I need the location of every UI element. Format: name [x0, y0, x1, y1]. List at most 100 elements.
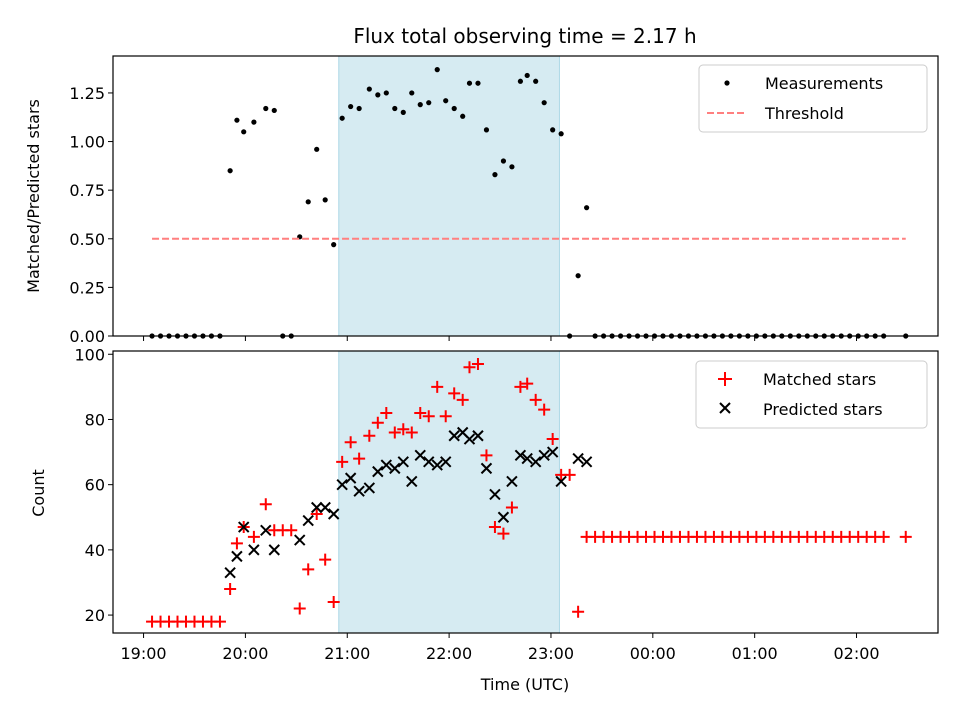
x-tick-label: 22:00	[426, 644, 472, 663]
predicted-point	[238, 521, 250, 533]
matched-point	[319, 553, 332, 566]
predicted-point	[224, 566, 236, 579]
y-tick-label: 60	[85, 476, 105, 495]
measurement-point	[443, 98, 449, 104]
y-tick-label: 1.25	[69, 84, 105, 103]
y-tick-label: 1.00	[69, 133, 105, 152]
y-tick-label: 0.50	[69, 230, 105, 249]
measurement-point	[466, 80, 473, 86]
measurement-point	[227, 168, 233, 174]
predicted-point	[538, 449, 550, 462]
bottom-panel-ylabel: Count	[29, 469, 48, 517]
predicted-point	[363, 482, 376, 494]
measurement-point	[409, 90, 415, 96]
matched-point	[497, 527, 510, 540]
measurement-point	[483, 127, 490, 133]
bottom-panel-legend: Matched stars Predicted stars	[695, 360, 928, 429]
measurement-point	[331, 242, 337, 248]
predicted-point	[514, 449, 527, 462]
matched-point	[310, 508, 323, 521]
predicted-point	[572, 452, 584, 465]
predicted-point	[319, 501, 331, 514]
matched-point	[521, 377, 534, 390]
predicted-point	[294, 534, 306, 546]
predicted-point	[480, 462, 493, 475]
measurement-point	[322, 197, 328, 203]
predicted-point	[344, 472, 357, 484]
matched-point	[247, 530, 260, 543]
x-tick-label: 02:00	[833, 644, 879, 663]
legend-threshold-label: Threshold	[764, 104, 844, 123]
matched-point	[285, 524, 298, 537]
matched-point	[529, 393, 542, 406]
measurement-point	[558, 131, 564, 137]
predicted-point	[580, 456, 593, 468]
measurement-point	[500, 158, 507, 164]
predicted-point	[268, 544, 280, 556]
measurement-point	[417, 102, 423, 108]
measurement-point	[234, 117, 240, 123]
x-tick-label: 23:00	[528, 644, 574, 663]
top-panel: Flux total observing time = 2.17 h Match…	[24, 24, 939, 346]
matched-point	[353, 452, 366, 465]
predicted-point	[423, 456, 435, 468]
predicted-point	[463, 433, 476, 445]
matched-point	[488, 521, 501, 534]
predicted-point	[372, 465, 384, 478]
matched-point	[480, 449, 493, 462]
matched-point	[538, 403, 551, 416]
predicted-point	[472, 430, 484, 442]
measurement-point	[241, 129, 247, 135]
predicted-point	[506, 475, 518, 488]
matched-point	[471, 358, 484, 371]
predicted-point	[336, 478, 348, 491]
bottom-panel: Count Time (UTC) 19:00 20:00 21:00 22:00 23:…	[29, 345, 939, 694]
measurement-point	[434, 67, 440, 73]
matched-point	[563, 468, 576, 481]
predicted-point	[546, 446, 559, 458]
measurement-point	[339, 115, 345, 121]
x-tick-label: 20:00	[222, 644, 268, 663]
measurement-point	[392, 105, 398, 112]
matched-point	[899, 530, 912, 543]
predicted-point	[497, 511, 510, 523]
legend-predicted-x-icon	[719, 402, 731, 414]
matched-point	[572, 605, 585, 618]
predicted-point	[529, 456, 542, 468]
matched-point	[877, 530, 890, 543]
matched-point	[505, 501, 518, 514]
top-panel-title: Flux total observing time = 2.17 h	[353, 24, 696, 48]
matched-point	[439, 410, 452, 423]
legend-measurements-label: Measurements	[765, 74, 883, 93]
predicted-point	[327, 508, 340, 520]
bottom-legend-frame	[695, 360, 928, 429]
predicted-point	[310, 501, 323, 514]
matched-point	[371, 416, 384, 429]
x-tick-label: 21:00	[324, 644, 370, 663]
matched-point	[259, 498, 272, 511]
measurement-point	[348, 103, 354, 110]
predicted-point	[397, 456, 409, 468]
matched-point	[230, 537, 243, 550]
bottom-panel-xlabel: Time (UTC)	[480, 675, 569, 694]
measurement-point	[575, 273, 581, 279]
measurement-point	[460, 113, 466, 119]
matched-point	[380, 406, 393, 419]
y-tick-label: 0.25	[69, 278, 105, 297]
measurement-point	[451, 105, 457, 112]
measurement-point	[541, 100, 547, 106]
measurement-point	[426, 100, 432, 106]
top-panel-marks: 0.00 0.25 0.50 0.75 1.00 1.25	[69, 55, 939, 346]
measurement-point	[550, 127, 556, 133]
matched-point	[514, 380, 527, 393]
predicted-point	[414, 449, 426, 462]
measurement-point	[400, 109, 406, 115]
measurement-point	[584, 205, 590, 211]
highlight-span	[338, 55, 560, 337]
matched-point	[302, 563, 315, 576]
matched-point	[224, 582, 237, 595]
predicted-point	[555, 475, 567, 488]
matched-point	[448, 387, 461, 400]
measurement-point	[533, 78, 539, 84]
top-panel-ylabel: Matched/Predicted stars	[24, 99, 43, 293]
